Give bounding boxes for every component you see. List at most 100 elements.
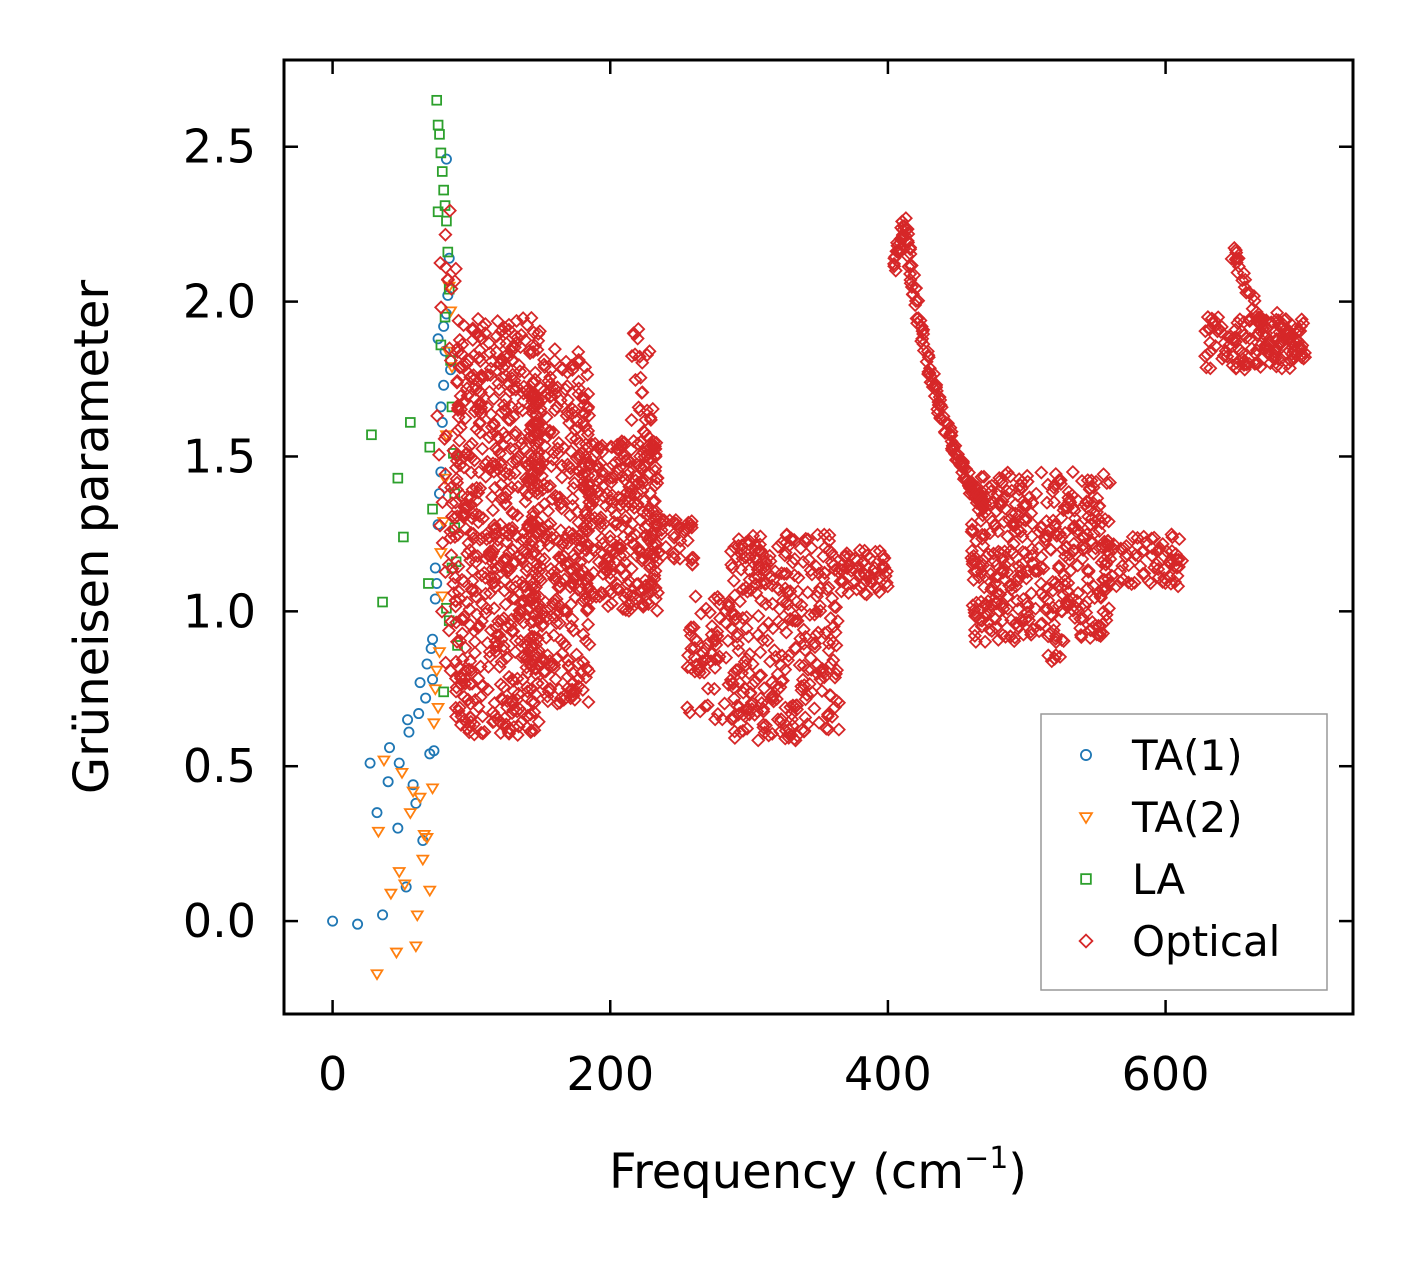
optical-point — [487, 527, 503, 542]
optical-point — [1229, 245, 1244, 260]
ta-1-point — [414, 677, 426, 689]
optical-point — [1054, 510, 1069, 525]
optical-point — [750, 704, 765, 719]
optical-point — [524, 390, 540, 405]
optical-point — [731, 532, 746, 547]
optical-point — [454, 677, 469, 692]
optical-point — [1250, 356, 1266, 371]
optical-point — [437, 480, 452, 495]
optical-point — [560, 392, 576, 408]
optical-point — [1089, 474, 1104, 489]
optical-point — [1041, 648, 1056, 663]
optical-point — [812, 581, 828, 596]
optical-point — [567, 578, 582, 593]
optical-point — [514, 436, 529, 451]
optical-point — [753, 543, 768, 558]
optical-point — [1281, 356, 1296, 371]
la-point — [442, 246, 454, 258]
ta-2-point — [428, 684, 443, 696]
optical-point — [581, 423, 596, 438]
optical-point — [1039, 495, 1055, 510]
la-point — [438, 184, 449, 196]
optical-point — [825, 548, 840, 563]
optical-point — [804, 567, 820, 582]
optical-point — [868, 544, 883, 559]
optical-point — [680, 660, 695, 675]
optical-point — [1067, 518, 1082, 534]
optical-point — [475, 726, 490, 741]
optical-point — [464, 465, 479, 480]
optical-point — [929, 380, 944, 395]
optical-point — [908, 297, 923, 313]
optical-point — [1163, 570, 1178, 585]
optical-point — [479, 601, 494, 616]
la-point — [435, 147, 447, 159]
optical-point — [604, 596, 619, 611]
optical-point — [580, 602, 595, 617]
ta-2-point — [425, 783, 440, 796]
optical-point — [819, 721, 834, 736]
optical-point — [1099, 555, 1114, 570]
optical-point — [1271, 351, 1286, 367]
optical-point — [1004, 577, 1019, 592]
ta-1-point — [384, 742, 396, 754]
optical-point — [796, 658, 811, 673]
optical-point — [976, 553, 991, 568]
optical-point — [483, 361, 498, 376]
optical-point — [708, 633, 723, 648]
optical-point — [549, 399, 565, 414]
optical-point — [550, 380, 565, 395]
optical-point — [614, 560, 629, 575]
optical-point — [581, 523, 596, 538]
optical-point — [438, 428, 454, 444]
optical-point — [739, 651, 754, 667]
optical-point — [799, 687, 815, 702]
optical-point — [458, 411, 473, 426]
axis-ticks: 0 200 400 600 0.0 0.5 1.0 1.5 2.0 2.5 — [183, 60, 1353, 1101]
optical-point — [620, 453, 635, 468]
optical-point — [1006, 536, 1021, 552]
optical-point — [719, 650, 734, 665]
optical-point — [555, 535, 571, 550]
optical-point — [624, 348, 640, 364]
optical-point — [531, 326, 546, 341]
optical-point — [507, 591, 523, 607]
optical-point — [449, 615, 464, 630]
optical-point — [1065, 464, 1080, 480]
optical-point — [1293, 340, 1309, 355]
optical-point — [790, 584, 806, 599]
la-point — [423, 578, 434, 589]
optical-point — [491, 614, 506, 629]
optical-point — [1101, 601, 1117, 616]
optical-point — [942, 427, 957, 443]
optical-point — [567, 552, 583, 567]
optical-point — [751, 733, 766, 748]
optical-point — [1259, 326, 1274, 341]
optical-point — [624, 530, 639, 545]
optical-point — [558, 382, 573, 397]
optical-point — [877, 560, 892, 575]
optical-point — [576, 519, 591, 535]
optical-point — [727, 724, 742, 739]
optical-point — [479, 532, 494, 547]
optical-point — [505, 506, 521, 521]
optical-point — [635, 385, 650, 400]
optical-point — [1040, 477, 1055, 492]
optical-point — [898, 228, 913, 244]
optical-point — [487, 580, 503, 595]
optical-point — [1098, 512, 1113, 527]
optical-point — [498, 597, 513, 612]
optical-point — [605, 542, 620, 557]
optical-point — [827, 670, 843, 685]
optical-point — [463, 370, 478, 385]
optical-point — [611, 490, 626, 505]
optical-point — [822, 543, 837, 558]
optical-point — [514, 551, 529, 566]
optical-point — [431, 447, 447, 462]
optical-point — [1018, 496, 1033, 511]
optical-point — [468, 379, 483, 394]
optical-point — [1058, 525, 1073, 540]
optical-point — [798, 643, 813, 658]
optical-point — [519, 649, 535, 665]
optical-point — [549, 591, 564, 607]
